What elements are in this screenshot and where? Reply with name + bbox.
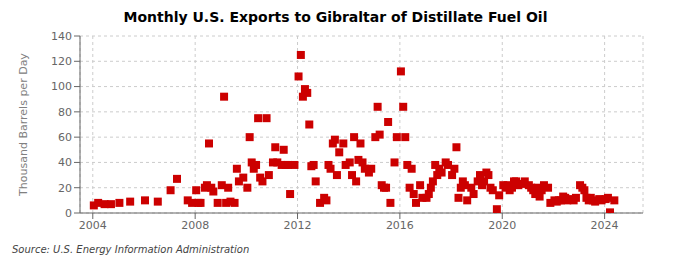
svg-text:0: 0	[65, 207, 72, 220]
svg-text:2008: 2008	[181, 219, 209, 232]
svg-text:120: 120	[51, 55, 72, 68]
svg-text:140: 140	[51, 30, 72, 43]
svg-text:2004: 2004	[79, 219, 107, 232]
svg-text:Thousand Barrels per Day: Thousand Barrels per Day	[17, 53, 30, 197]
svg-text:80: 80	[58, 106, 72, 119]
html-text:Source: U.S. Energy Informatio: Source: U.S. Energy Information Administ…	[12, 244, 250, 255]
svg-text:2016: 2016	[386, 219, 414, 232]
svg-text:2020: 2020	[488, 219, 516, 232]
svg-text:100: 100	[51, 80, 72, 93]
svg-text:20: 20	[58, 182, 72, 195]
svg-text:60: 60	[58, 131, 72, 144]
html-text:Monthly U.S. Exports to Gibral: Monthly U.S. Exports to Gibraltar of Dis…	[123, 9, 548, 25]
svg-text:2024: 2024	[591, 219, 619, 232]
svg-text:2012: 2012	[284, 219, 312, 232]
svg-text:40: 40	[58, 156, 72, 169]
